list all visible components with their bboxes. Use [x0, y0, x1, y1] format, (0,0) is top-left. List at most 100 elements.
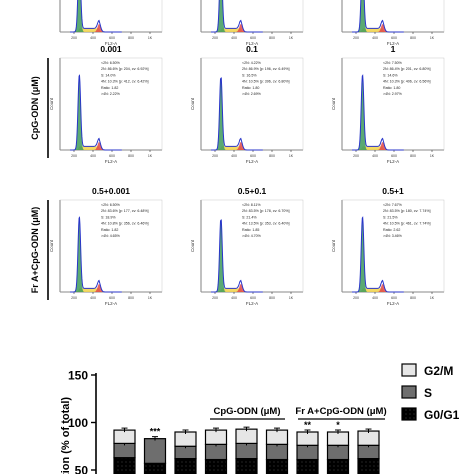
- histogram-trace: [211, 0, 263, 33]
- panel-x-tick-label: 200: [353, 36, 359, 40]
- panel-x-tick-label: 200: [212, 154, 218, 158]
- histogram-trace: [352, 216, 404, 293]
- row-label-cpg: CpG-ODN (μM): [30, 58, 49, 158]
- histogram-trace: [211, 219, 263, 293]
- panel-x-tick-label: 200: [353, 296, 359, 300]
- panel-x-tick-label: 800: [128, 296, 134, 300]
- panel-stat-line: 2N: 86.9% [p: 196, cv: 6.49%]: [242, 67, 290, 71]
- panel-x-tick-label: 400: [90, 154, 96, 158]
- panel-x-tick-label: 600: [391, 296, 397, 300]
- panel-x-tick-label: 800: [269, 36, 275, 40]
- row-label-fra-cpg: Fr A+CpG-ODN (μM): [30, 200, 49, 300]
- panel-frame: [200, 0, 304, 33]
- phase-g1-area: [351, 79, 404, 150]
- panel-x-tick-label: 1K: [430, 296, 435, 300]
- panel-stat-line: <2N: 4.22%: [242, 61, 262, 65]
- histogram-trace: [70, 216, 122, 293]
- histogram-panel: 0.5+0.1 200 400 600 800 1K FL2-A Count <2N: 8.11…: [190, 186, 304, 306]
- phase-g1-area: [69, 0, 122, 32]
- panel-title: 0.5+0.001: [92, 186, 130, 196]
- panel-x-tick-label: 800: [269, 154, 275, 158]
- panel-x-tick-label: 1K: [289, 36, 294, 40]
- bar-chart-legend: G2/M S G0/G1: [401, 363, 460, 422]
- panel-x-tick-label: 400: [372, 36, 378, 40]
- panel-frame: [341, 199, 445, 293]
- histogram-panel: 1 200 400 600 800 1K FL2-A Count <2N: 7.50% 2N: 8…: [331, 44, 445, 164]
- panel-x-tick-label: 200: [212, 296, 218, 300]
- panel-x-label: FL2-A: [387, 159, 399, 164]
- panel-stat-line: Ratio: 1.85: [242, 228, 259, 232]
- panel-y-label: Count: [190, 97, 195, 110]
- panel-x-tick-label: 1K: [289, 154, 294, 158]
- panel-x-tick-label: 400: [90, 296, 96, 300]
- panel-stat-line: 2N: 83.5% [p: 180, cv: 7.74%]: [383, 209, 431, 213]
- panel-x-tick-label: 200: [71, 36, 77, 40]
- panel-x-tick-label: 400: [372, 154, 378, 158]
- panel-title: 0.5+1: [382, 186, 404, 196]
- panel-x-tick-label: 800: [128, 36, 134, 40]
- panel-stat-line: >4N: 2.97%: [383, 92, 403, 96]
- panel-stat-line: <2N: 8.11%: [242, 203, 261, 207]
- panel-x-label: FL2-A: [105, 159, 117, 164]
- phase-g1-area: [69, 221, 122, 292]
- panel-frame: [341, 0, 445, 33]
- panel-frame: [200, 199, 304, 293]
- legend-swatch: [401, 407, 417, 421]
- panel-x-tick-label: 200: [212, 36, 218, 40]
- bar-segment-s: [113, 442, 136, 459]
- row-label-cpg-text: CpG-ODN (μM): [30, 76, 40, 140]
- panel-x-tick-label: 800: [410, 296, 416, 300]
- panel-x-tick-label: 400: [231, 36, 237, 40]
- panel-x-label: FL2-A: [387, 301, 399, 306]
- panel-stat-line: <2N: 6.50%: [101, 61, 121, 65]
- bar-ylabel: ction (% of total): [60, 397, 72, 474]
- panel-stat-line: >4N: 4.65%: [101, 234, 121, 238]
- panel-stat-line: 4N: 10.3% [p: 412, cv: 6.42%]: [101, 80, 149, 84]
- panel-x-label: FL2-A: [246, 159, 258, 164]
- bar-segment-g0g1: [357, 458, 380, 474]
- panel-stat-line: S: 18.9%: [101, 215, 116, 219]
- panel-stat-line: 4N: 13.5% [p: 353, cv: 6.40%]: [242, 222, 290, 226]
- bar-segment-g0g1: [265, 458, 289, 474]
- legend-swatch: [401, 385, 417, 399]
- legend-label: G0/G1: [424, 408, 460, 422]
- bar-segment-g2m: [174, 431, 197, 447]
- panel-x-tick-label: 1K: [148, 36, 153, 40]
- bar-segment-g0g1: [296, 458, 319, 474]
- histogram-panel: 0.5+0.001 200 400 600 800 1K FL2-A Count <2N: 6.…: [49, 186, 163, 306]
- histogram-trace: [70, 0, 122, 33]
- bar-y-tick-label: 150: [68, 369, 88, 383]
- panel-title: 0.001: [100, 44, 122, 54]
- panel-stat-line: Ratio: 1.82: [101, 228, 118, 232]
- histogram-trace: [70, 74, 122, 151]
- bar-chart-axes: 150 100 50: [68, 369, 97, 474]
- panel-title: 0.5+0.1: [238, 186, 267, 196]
- bar-y-tick-label: 50: [75, 464, 89, 474]
- histogram-trace: [352, 0, 404, 33]
- panel-x-tick-label: 1K: [430, 154, 435, 158]
- panel-x-tick-label: 600: [109, 154, 115, 158]
- panel-stat-line: 2N: 83.6% [p: 177, cv: 6.48%]: [101, 209, 149, 213]
- phase-g1-area: [210, 0, 263, 32]
- histogram-trace: [352, 74, 404, 151]
- panel-y-label: Count: [49, 97, 54, 110]
- panel-stat-line: Ratio: 1.80: [383, 86, 400, 90]
- panel-x-tick-label: 200: [353, 154, 359, 158]
- bar-segment-g0g1: [326, 458, 350, 474]
- panel-stat-line: S: 14.0%: [101, 73, 116, 77]
- panel-stat-line: S: 21.4%: [242, 215, 257, 219]
- panel-x-tick-label: 800: [410, 154, 416, 158]
- panel-x-tick-label: 600: [109, 296, 115, 300]
- panel-y-label: Count: [331, 239, 336, 252]
- histogram-panel: 0.001 200 400 600 800 1K FL2-A Count <2N: 6.50% 2…: [49, 44, 163, 164]
- bar-chart-bars: [113, 426, 380, 474]
- panel-x-label: FL2-A: [105, 301, 117, 306]
- panel-stat-line: Ratio: 2.62: [383, 228, 400, 232]
- histogram-panels: 200 400 600 800 1K FL2-A Count 200 400 600 800 1K FL…: [49, 0, 445, 306]
- bar-segment-g2m: [235, 428, 258, 444]
- panel-x-tick-label: 1K: [148, 154, 153, 158]
- panel-stat-line: >4N: 4.70%: [242, 234, 262, 238]
- panel-x-tick-label: 400: [231, 296, 237, 300]
